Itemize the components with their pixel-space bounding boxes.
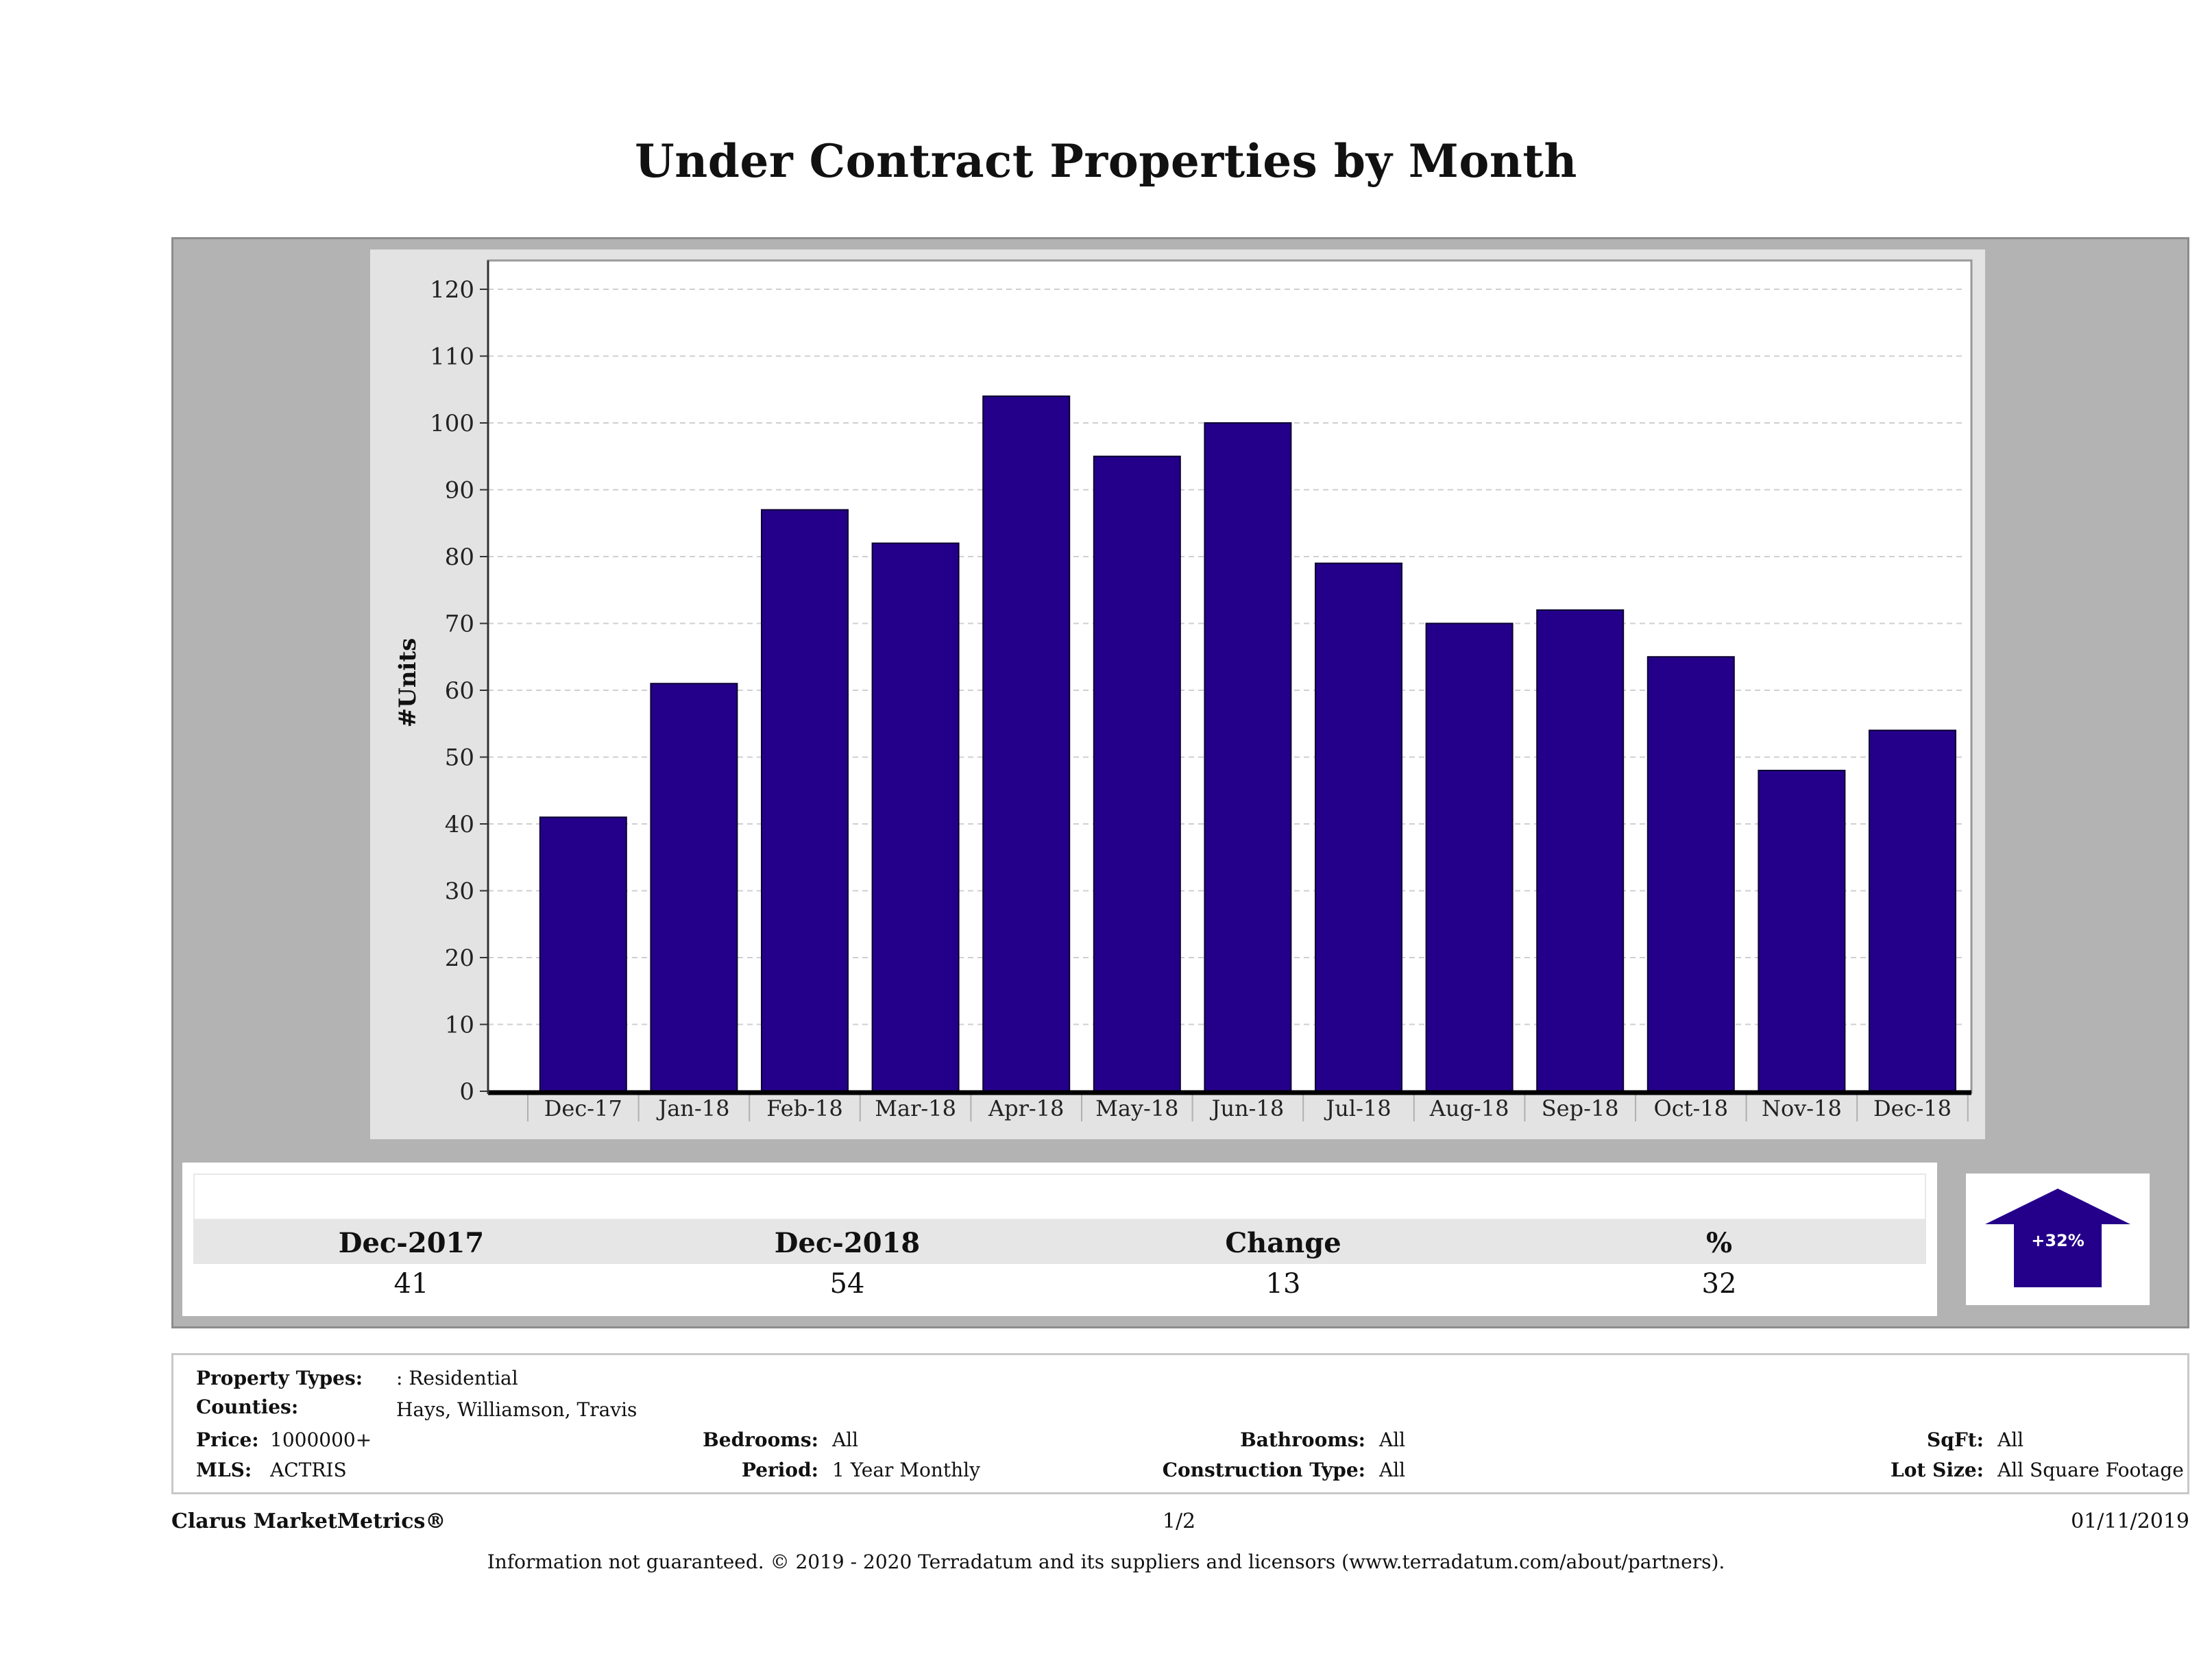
summary-header-percent: % bbox=[1705, 1227, 1732, 1259]
disclaimer: Information not guaranteed. © 2019 - 202… bbox=[487, 1551, 1725, 1573]
bar-sep-18 bbox=[1536, 609, 1625, 1092]
y-tick-label: 100 bbox=[430, 410, 474, 437]
brand-name: Clarus MarketMetrics® bbox=[171, 1509, 446, 1533]
summary-table: Dec-2017 Dec-2018 Change % 41 54 13 32 bbox=[182, 1163, 1937, 1316]
x-tick-label: Sep-18 bbox=[1542, 1095, 1619, 1121]
bar-may-18 bbox=[1093, 455, 1181, 1092]
bedrooms-value: All bbox=[832, 1428, 859, 1451]
y-tick-label: 90 bbox=[445, 477, 474, 504]
x-tick-label: Oct-18 bbox=[1654, 1095, 1729, 1121]
bar-aug-18 bbox=[1425, 622, 1514, 1092]
x-tick-label: Apr-18 bbox=[988, 1095, 1064, 1121]
lot-size-value: All Square Footage bbox=[1997, 1459, 2184, 1481]
y-tick-label: 10 bbox=[445, 1012, 474, 1039]
y-tick-label: 30 bbox=[445, 878, 474, 905]
y-tick-label: 60 bbox=[445, 677, 474, 705]
x-tick-label: Feb-18 bbox=[766, 1095, 842, 1121]
lot-size-label: Lot Size: bbox=[1891, 1459, 1984, 1481]
mls-value: ACTRIS bbox=[270, 1459, 347, 1481]
property-types-value: : Residential bbox=[396, 1367, 518, 1389]
x-tick-label: May-18 bbox=[1095, 1095, 1178, 1121]
bar-jul-18 bbox=[1315, 562, 1402, 1092]
filters-panel bbox=[171, 1353, 2189, 1494]
y-axis-ticks: 0 10 20 30 40 50 60 70 80 90 100 110 120 bbox=[430, 276, 488, 1106]
price-label: Price: bbox=[196, 1428, 259, 1451]
period-label: Period: bbox=[741, 1459, 818, 1481]
y-tick-label: 0 bbox=[459, 1078, 474, 1106]
x-tick-label: Jun-18 bbox=[1210, 1095, 1285, 1121]
sqft-label: SqFt: bbox=[1927, 1428, 1984, 1451]
period-value: 1 Year Monthly bbox=[832, 1459, 980, 1481]
bars bbox=[539, 396, 1956, 1092]
summary-value-start: 41 bbox=[393, 1268, 429, 1300]
summary-top-bar bbox=[193, 1174, 1926, 1220]
bar-dec-17 bbox=[539, 816, 627, 1092]
y-tick-label: 50 bbox=[445, 744, 474, 772]
bar-jun-18 bbox=[1204, 422, 1292, 1092]
summary-header-start: Dec-2017 bbox=[338, 1227, 485, 1259]
x-axis-ticks: Dec-17 Jan-18 Feb-18 Mar-18 Apr-18 May-18 Jun-… bbox=[527, 1094, 1969, 1121]
y-axis-label: #Units bbox=[394, 638, 422, 728]
change-badge: +32% bbox=[1966, 1174, 2150, 1305]
summary-header-change: Change bbox=[1225, 1227, 1341, 1259]
y-tick-label: 110 bbox=[430, 343, 474, 371]
page-title: Under Contract Properties by Month bbox=[635, 134, 1577, 188]
summary-header-end: Dec-2018 bbox=[774, 1227, 921, 1259]
change-badge-label: +32% bbox=[2031, 1231, 2085, 1250]
mls-label: MLS: bbox=[196, 1459, 252, 1481]
bedrooms-label: Bedrooms: bbox=[703, 1428, 818, 1451]
construction-type-label: Construction Type: bbox=[1162, 1459, 1365, 1481]
y-tick-label: 70 bbox=[445, 611, 474, 638]
x-tick-label: Nov-18 bbox=[1762, 1095, 1842, 1121]
y-tick-label: 40 bbox=[445, 811, 474, 838]
y-tick-label: 80 bbox=[445, 544, 474, 571]
bar-dec-18 bbox=[1869, 729, 1956, 1092]
x-tick-label: Dec-17 bbox=[544, 1095, 622, 1121]
summary-value-row bbox=[193, 1264, 1926, 1305]
bathrooms-value: All bbox=[1379, 1428, 1406, 1451]
summary-value-end: 54 bbox=[829, 1268, 865, 1300]
y-tick-label: 120 bbox=[430, 276, 474, 304]
report-date: 01/11/2019 bbox=[2071, 1509, 2189, 1533]
bar-mar-18 bbox=[871, 542, 960, 1092]
up-arrow-icon bbox=[1985, 1189, 2130, 1287]
bar-nov-18 bbox=[1758, 770, 1846, 1092]
summary-value-percent: 32 bbox=[1701, 1268, 1737, 1300]
bar-chart: 0 10 20 30 40 50 60 70 80 90 100 110 120 Dec-17 Jan-1… bbox=[394, 259, 1973, 1121]
bar-jan-18 bbox=[650, 683, 738, 1092]
summary-header-row bbox=[193, 1220, 1926, 1264]
counties-label: Counties: bbox=[196, 1396, 299, 1418]
price-value: 1000000+ bbox=[270, 1428, 372, 1451]
page-number: 1/2 bbox=[1162, 1509, 1196, 1533]
x-tick-label: Jul-18 bbox=[1324, 1095, 1391, 1121]
counties-value: Hays, Williamson, Travis bbox=[396, 1398, 637, 1421]
bathrooms-label: Bathrooms: bbox=[1240, 1428, 1365, 1451]
x-tick-label: Aug-18 bbox=[1429, 1095, 1509, 1121]
bar-oct-18 bbox=[1646, 656, 1735, 1092]
property-types-label: Property Types: bbox=[196, 1367, 363, 1389]
construction-type-value: All bbox=[1379, 1459, 1406, 1481]
bar-feb-18 bbox=[761, 509, 849, 1092]
x-tick-label: Dec-18 bbox=[1873, 1095, 1952, 1121]
sqft-value: All bbox=[1997, 1428, 2024, 1451]
bar-apr-18 bbox=[982, 396, 1071, 1092]
y-tick-label: 20 bbox=[445, 945, 474, 972]
summary-value-change: 13 bbox=[1265, 1268, 1301, 1300]
x-tick-label: Mar-18 bbox=[875, 1095, 956, 1121]
x-tick-label: Jan-18 bbox=[656, 1095, 729, 1121]
